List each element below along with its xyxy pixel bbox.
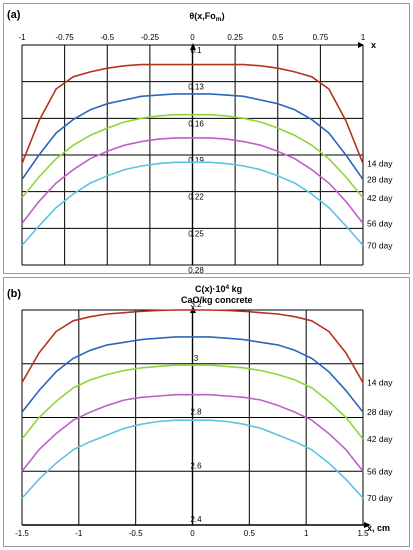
x-tick-label: -0.5 bbox=[129, 529, 143, 538]
panel-a-label: (a) bbox=[7, 9, 21, 21]
x-tick-label: 1 bbox=[361, 33, 366, 42]
series-label: 70 day bbox=[367, 493, 393, 503]
y-tick-label: 0.25 bbox=[188, 229, 204, 238]
y-tick-label: 2.8 bbox=[190, 408, 202, 417]
x-tick-label: -0.5 bbox=[100, 33, 114, 42]
series-line-28-day bbox=[21, 336, 364, 413]
panel-a-grid bbox=[21, 42, 364, 266]
y-tick-label: 3 bbox=[194, 354, 199, 363]
panel-a-x-axis-label: x bbox=[371, 40, 376, 50]
x-tick-label: 0.5 bbox=[244, 529, 256, 538]
x-tick-label: 0.75 bbox=[313, 33, 329, 42]
panel-a-tick-labels: -1 -0.75 -0.5 -0.25 0 0.25 0.5 0.75 1 0.1 0.13 0.16… bbox=[18, 33, 365, 275]
x-axis-arrow bbox=[358, 42, 364, 48]
series-line-14-day bbox=[21, 309, 364, 383]
series-label: 56 day bbox=[367, 218, 393, 228]
y-tick-label: 2.4 bbox=[190, 515, 202, 524]
x-tick-label: -1 bbox=[75, 529, 83, 538]
panel-b-x-axis-label: x, cm bbox=[367, 523, 390, 533]
x-axis-arrow bbox=[364, 522, 371, 528]
series-line-70-day bbox=[21, 161, 364, 246]
series-line-28-day bbox=[21, 93, 364, 180]
x-tick-label: -1.5 bbox=[15, 529, 29, 538]
y-tick-label: 0.1 bbox=[190, 46, 202, 55]
panel-a-y-title: θ(x,Fom) bbox=[189, 11, 224, 23]
y-axis-arrow bbox=[190, 43, 196, 50]
x-tick-label: 1.5 bbox=[357, 529, 369, 538]
panel-b-frame bbox=[3, 277, 410, 547]
series-line-56-day bbox=[21, 393, 364, 472]
series-label: 28 day bbox=[367, 407, 393, 417]
series-label: 14 day bbox=[367, 378, 393, 388]
x-tick-label: 0.25 bbox=[227, 33, 243, 42]
y-tick-label: 0.28 bbox=[188, 266, 204, 275]
y-tick-label: 0.13 bbox=[188, 83, 204, 92]
series-label: 14 day bbox=[367, 159, 393, 169]
panel-b-label: (b) bbox=[7, 288, 21, 300]
series-line-42-day bbox=[21, 113, 364, 199]
chart-panel-b: (b) C(x)·104 kg CaO/kg concrete -1.5 -1 -0… bbox=[7, 284, 393, 538]
chart-panel-a: (a) θ(x,Fom) -1 -0.75 -0.5 -0.25 0 0.25 0.5 0.7… bbox=[7, 9, 393, 275]
panel-a-series: 14 day 28 day 42 day 56 day 70 day bbox=[21, 63, 393, 250]
panel-b-series: 14 day 28 day 42 day 56 day 70 day bbox=[21, 309, 393, 503]
x-tick-label: -0.25 bbox=[141, 33, 160, 42]
x-tick-label: -1 bbox=[18, 33, 26, 42]
x-tick-label: 0 bbox=[190, 33, 195, 42]
series-label: 70 day bbox=[367, 240, 393, 250]
x-tick-label: 0 bbox=[190, 529, 195, 538]
series-label: 42 day bbox=[367, 434, 393, 444]
series-line-70-day bbox=[21, 419, 364, 499]
series-label: 56 day bbox=[367, 466, 393, 476]
y-tick-label: 3.2 bbox=[190, 300, 202, 309]
panel-b-tick-labels: -1.5 -1 -0.5 0 0.5 1 1.5 2.4 2.6 2.8 3 3.2 bbox=[15, 300, 369, 538]
y-tick-label: 0.22 bbox=[188, 193, 204, 202]
x-tick-label: 1 bbox=[304, 529, 309, 538]
series-line-56-day bbox=[21, 137, 364, 224]
y-tick-label: 0.16 bbox=[188, 119, 204, 128]
panel-b-y-title-line2: CaO/kg concrete bbox=[181, 295, 253, 305]
panel-b-y-title-line1: C(x)·104 kg bbox=[195, 284, 242, 294]
x-tick-label: 0.5 bbox=[272, 33, 284, 42]
y-tick-label: 2.6 bbox=[190, 461, 202, 470]
y-tick-label: 0.19 bbox=[188, 156, 204, 165]
series-line-14-day bbox=[21, 63, 364, 164]
series-label: 42 day bbox=[367, 193, 393, 203]
x-tick-label: -0.75 bbox=[56, 33, 75, 42]
series-label: 28 day bbox=[367, 174, 393, 184]
series-line-42-day bbox=[21, 364, 364, 440]
